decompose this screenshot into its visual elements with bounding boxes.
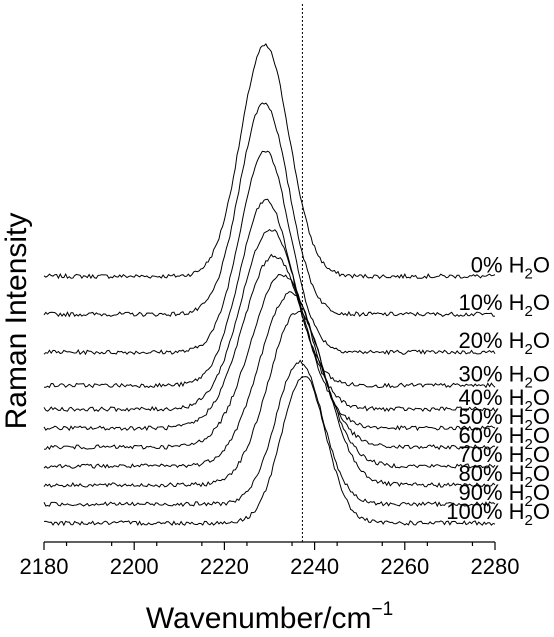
series-line-5 <box>43 253 496 432</box>
series-line-8 <box>43 310 496 488</box>
x-tick-label-2: 2220 <box>200 554 249 579</box>
series-label-7: 70% H2O <box>458 442 550 472</box>
series-label-8: 80% H2O <box>458 461 550 491</box>
series-line-0 <box>43 43 496 280</box>
x-axis-title-text: Wavenumber/cm <box>146 602 372 635</box>
series-line-6 <box>43 273 496 451</box>
series-label-2: 20% H2O <box>458 328 550 358</box>
x-axis-tick-labels: 2180 2200 2220 2240 2260 2280 <box>20 554 520 579</box>
x-tick-label-0: 2180 <box>20 554 69 579</box>
series-line-7 <box>43 291 496 469</box>
series-line-3 <box>43 198 496 389</box>
series-label-10: 100% H2O <box>446 499 550 529</box>
series-line-4 <box>43 228 496 413</box>
series-label-1: 10% H2O <box>458 290 550 320</box>
x-tick-label-1: 2200 <box>110 554 159 579</box>
x-axis-title-superscript: −1 <box>371 599 393 620</box>
x-axis-ticks <box>43 542 496 550</box>
series-label-5: 50% H2O <box>458 404 550 434</box>
series-label-4: 40% H2O <box>458 385 550 415</box>
series-label-6: 60% H2O <box>458 423 550 453</box>
series-line-2 <box>43 150 496 356</box>
spectra-traces <box>43 43 496 527</box>
x-axis-title: Wavenumber/cm−1 <box>146 599 393 635</box>
series-label-0: 0% H2O <box>471 252 550 282</box>
series-line-9 <box>43 359 496 508</box>
y-axis-title: Raman Intensity <box>0 213 33 430</box>
x-tick-label-4: 2260 <box>380 554 429 579</box>
series-line-1 <box>43 102 496 318</box>
series-label-3: 30% H2O <box>458 361 550 391</box>
x-tick-label-3: 2240 <box>290 554 339 579</box>
series-line-10 <box>43 376 496 527</box>
series-label-9: 90% H2O <box>458 480 550 510</box>
x-tick-label-5: 2280 <box>471 554 520 579</box>
